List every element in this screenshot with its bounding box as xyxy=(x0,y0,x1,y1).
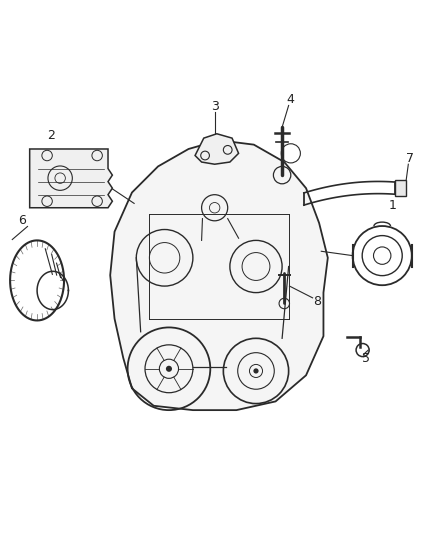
Circle shape xyxy=(253,368,258,374)
Circle shape xyxy=(166,366,172,372)
Text: 4: 4 xyxy=(286,93,294,106)
FancyBboxPatch shape xyxy=(395,180,406,197)
Text: 7: 7 xyxy=(406,152,413,165)
Text: 8: 8 xyxy=(313,295,321,308)
Text: 5: 5 xyxy=(362,352,370,365)
Text: 2: 2 xyxy=(47,130,55,142)
Polygon shape xyxy=(30,149,113,208)
Polygon shape xyxy=(110,140,328,410)
Text: 6: 6 xyxy=(18,214,26,227)
Text: 3: 3 xyxy=(211,100,219,113)
Text: 1: 1 xyxy=(389,199,397,212)
Polygon shape xyxy=(195,134,239,164)
